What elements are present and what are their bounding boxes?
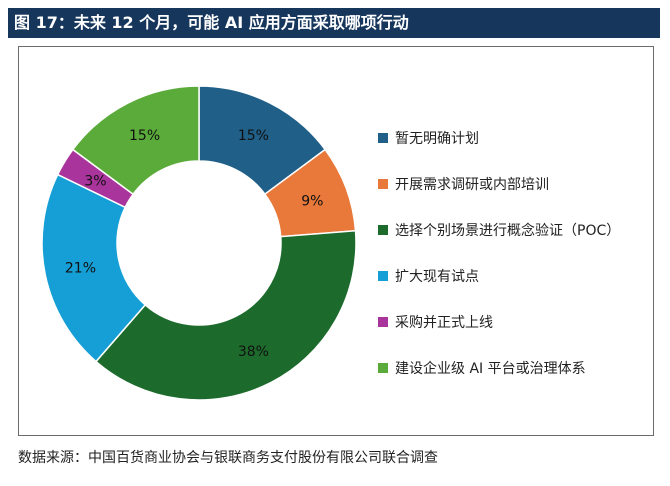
legend-item-2: 开展需求调研或内部培训 bbox=[378, 161, 663, 207]
legend-label: 采购并正式上线 bbox=[395, 315, 493, 331]
slice-label-4: 21% bbox=[65, 260, 96, 276]
legend-swatch bbox=[378, 363, 388, 373]
legend-item-1: 暂无明确计划 bbox=[378, 115, 663, 161]
slice-label-3: 38% bbox=[238, 344, 269, 360]
slice-label-1: 15% bbox=[238, 128, 269, 144]
legend-item-6: 建设企业级 AI 平台或治理体系 bbox=[378, 345, 663, 391]
legend-label: 扩大现有试点 bbox=[395, 269, 479, 285]
legend-label: 开展需求调研或内部培训 bbox=[395, 177, 549, 193]
legend-item-5: 采购并正式上线 bbox=[378, 299, 663, 345]
figure-title: 图 17：未来 12 个月，可能 AI 应用方面采取哪项行动 bbox=[8, 8, 660, 38]
legend-swatch bbox=[378, 271, 388, 281]
legend-swatch bbox=[378, 179, 388, 189]
slice-label-5: 3% bbox=[84, 173, 106, 189]
legend-label: 选择个别场景进行概念验证（POC） bbox=[395, 223, 621, 239]
legend-item-4: 扩大现有试点 bbox=[378, 253, 663, 299]
slice-label-2: 9% bbox=[301, 194, 323, 210]
legend-item-3: 选择个别场景进行概念验证（POC） bbox=[378, 207, 663, 253]
legend-swatch bbox=[378, 317, 388, 327]
legend-label: 建设企业级 AI 平台或治理体系 bbox=[395, 361, 586, 377]
donut-slice-6 bbox=[71, 85, 200, 196]
legend-swatch bbox=[378, 225, 388, 235]
chart-frame: 15% 9% 38% 21% 3% 15% bbox=[18, 46, 654, 436]
donut-slice-4 bbox=[41, 173, 147, 363]
source-note: 数据来源：中国百货商业协会与银联商务支付股份有限公司联合调查 bbox=[18, 450, 438, 466]
legend-label: 暂无明确计划 bbox=[395, 131, 479, 147]
legend-swatch bbox=[378, 133, 388, 143]
slice-label-6: 15% bbox=[129, 128, 160, 144]
chart-legend: 暂无明确计划开展需求调研或内部培训选择个别场景进行概念验证（POC） 扩大现有试点… bbox=[378, 115, 663, 391]
donut-chart: 15% 9% 38% 21% 3% 15% bbox=[41, 85, 357, 401]
donut-slice-3 bbox=[94, 229, 357, 401]
